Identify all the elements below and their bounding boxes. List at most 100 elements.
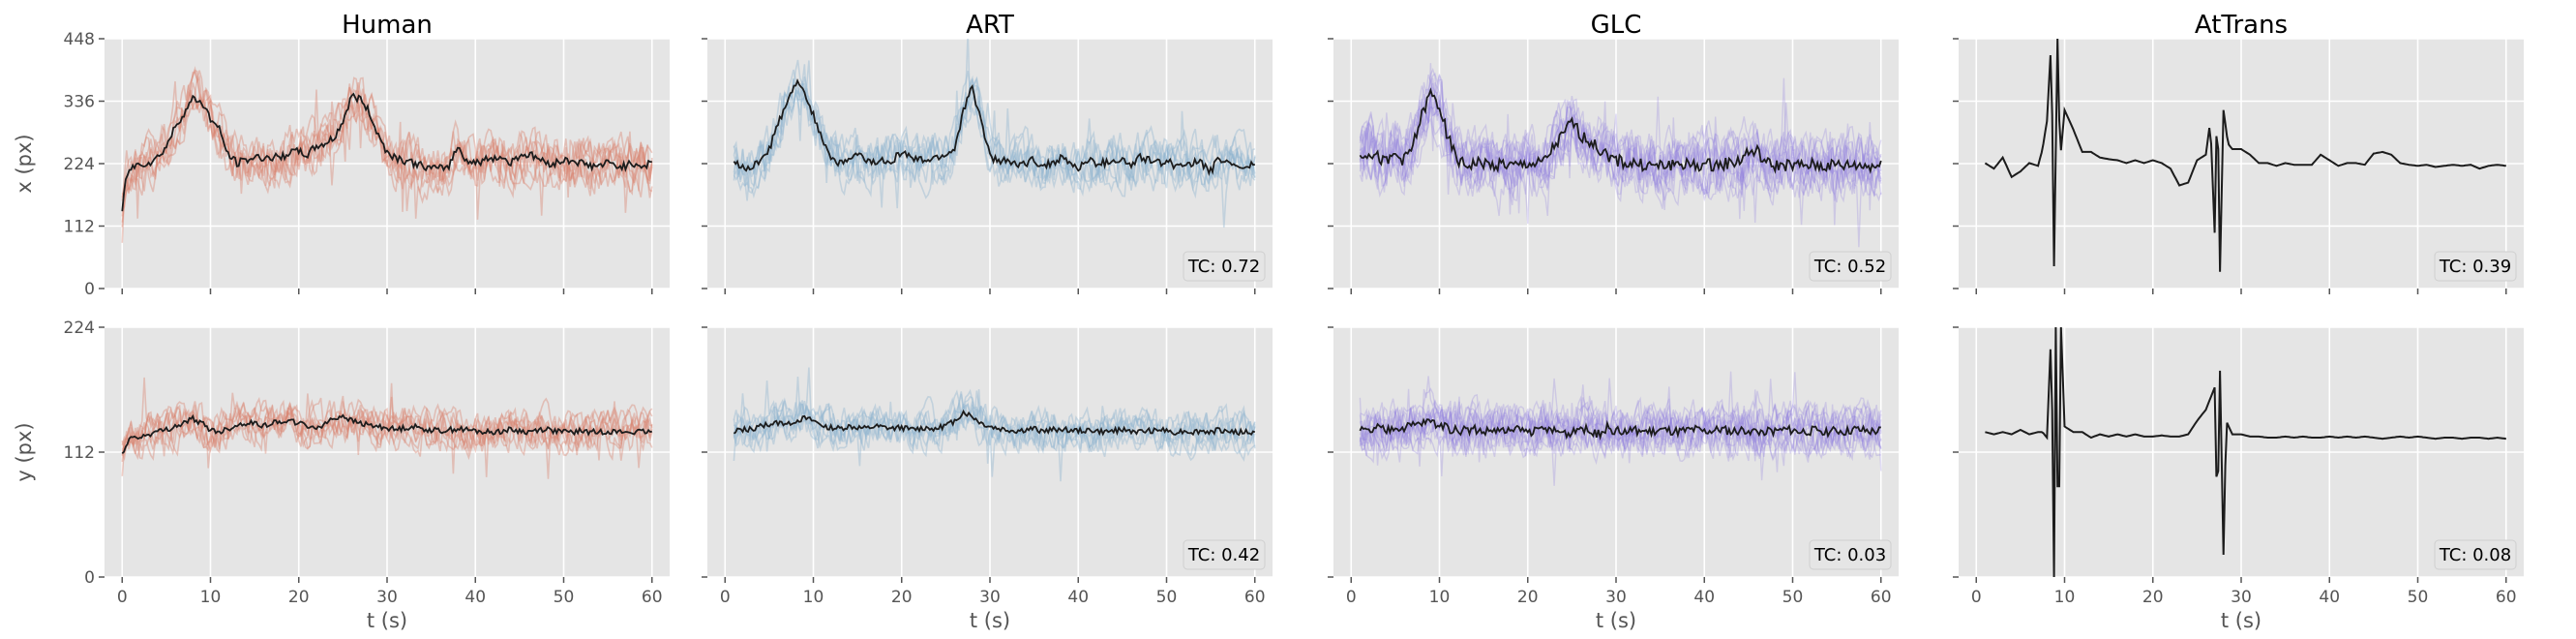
x-tick-label: 10 bbox=[200, 588, 222, 607]
trace-line bbox=[121, 72, 653, 219]
x-axis-label: t (s) bbox=[367, 609, 407, 632]
x-tick-label: 30 bbox=[979, 588, 1001, 607]
plot-area bbox=[733, 367, 1256, 482]
trace-line bbox=[1359, 63, 1882, 226]
panel-human-x: 0 112 224 336 448 x (px) Human bbox=[13, 11, 670, 299]
trace-line bbox=[1360, 388, 1882, 486]
trace-line bbox=[733, 39, 1256, 228]
trace-line bbox=[1360, 81, 1882, 205]
trace-line bbox=[121, 401, 653, 463]
mean-line bbox=[1359, 87, 1882, 175]
y-tick-label: 112 bbox=[64, 443, 95, 463]
tc-badge bbox=[2434, 251, 2517, 282]
x-tick-label: 60 bbox=[1871, 588, 1892, 607]
trace-line bbox=[733, 388, 1256, 482]
mean-line bbox=[1359, 417, 1881, 441]
trace-line bbox=[1359, 82, 1882, 248]
tc-badge bbox=[1809, 539, 1892, 570]
mean-line bbox=[121, 92, 652, 212]
panel-attrans-y: 0 10 20 30 40 50 60 t (s) TC: 0.08 bbox=[1953, 326, 2524, 632]
x-tick-label: 0 bbox=[1346, 588, 1357, 607]
y-tick-label: 336 bbox=[64, 93, 95, 112]
x-tick-label: 40 bbox=[2319, 588, 2340, 607]
y-tick-label: 0 bbox=[84, 280, 95, 299]
mean-line bbox=[121, 413, 652, 455]
x-tick-label: 50 bbox=[1782, 588, 1804, 607]
y-tick-label: 112 bbox=[64, 218, 95, 237]
x-tick-label: 40 bbox=[1067, 588, 1089, 607]
trace-line bbox=[733, 401, 1256, 458]
tc-badge bbox=[1809, 251, 1892, 282]
mean-line bbox=[733, 409, 1256, 437]
x-tick-label: 30 bbox=[376, 588, 398, 607]
x-tick-label: 40 bbox=[1693, 588, 1715, 607]
plot-area bbox=[1359, 371, 1882, 486]
x-tick-label: 0 bbox=[117, 588, 128, 607]
y-axis-label: x (px) bbox=[13, 134, 36, 193]
trace-line bbox=[1359, 378, 1882, 472]
tc-label: TC: 0.72 bbox=[1187, 257, 1260, 277]
mean-line bbox=[733, 77, 1255, 176]
x-tick-label: 60 bbox=[2496, 588, 2517, 607]
panel-title: AtTrans bbox=[2195, 11, 2288, 40]
tc-label: TC: 0.03 bbox=[1813, 545, 1886, 565]
y-tick-label: 224 bbox=[64, 319, 95, 338]
plot-area bbox=[1359, 63, 1882, 248]
x-axis-label: t (s) bbox=[2221, 609, 2261, 632]
trace-line bbox=[733, 75, 1256, 208]
x-tick-label: 10 bbox=[2054, 588, 2076, 607]
plot-area bbox=[121, 377, 653, 479]
x-tick-label: 30 bbox=[1605, 588, 1627, 607]
x-tick-label: 50 bbox=[2408, 588, 2429, 607]
trace-line bbox=[733, 78, 1256, 199]
plot-area bbox=[1985, 327, 2506, 577]
tc-badge bbox=[1183, 539, 1266, 570]
trace-line bbox=[1359, 72, 1882, 224]
x-tick-label: 20 bbox=[288, 588, 310, 607]
trace-line bbox=[1359, 96, 1882, 203]
trace-line bbox=[1359, 91, 1882, 204]
panel-art-x: ART TC: 0.72 bbox=[702, 11, 1273, 294]
trace-line bbox=[1359, 376, 1882, 463]
trace-line bbox=[121, 392, 652, 476]
x-tick-label: 50 bbox=[1156, 588, 1178, 607]
mean-line bbox=[1984, 39, 2506, 272]
x-tick-label: 20 bbox=[891, 588, 913, 607]
y-tick-label: 224 bbox=[64, 155, 95, 174]
panel-title: GLC bbox=[1591, 11, 1642, 40]
trace-line bbox=[1359, 81, 1882, 202]
trace-line bbox=[733, 395, 1256, 477]
tc-badge bbox=[1183, 251, 1266, 282]
trace-line bbox=[1359, 372, 1881, 467]
panel-glc-y: 0 10 20 30 40 50 60 t (s) TC: 0.03 bbox=[1328, 326, 1899, 632]
panel-title: ART bbox=[966, 11, 1014, 40]
trace-line bbox=[121, 377, 653, 479]
panel-glc-x: GLC TC: 0.52 bbox=[1328, 11, 1899, 294]
y-axis-label: y (px) bbox=[13, 422, 36, 481]
x-tick-label: 0 bbox=[1971, 588, 1982, 607]
x-tick-label: 20 bbox=[1517, 588, 1539, 607]
trace-line bbox=[121, 76, 653, 216]
tc-label: TC: 0.08 bbox=[2439, 545, 2511, 565]
x-axis-label: t (s) bbox=[1596, 609, 1636, 632]
trace-line bbox=[1359, 378, 1882, 481]
trace-line bbox=[733, 380, 1256, 457]
trace-line bbox=[121, 86, 653, 213]
panel-title: Human bbox=[342, 11, 433, 40]
plot-area bbox=[121, 66, 653, 243]
tc-label: TC: 0.52 bbox=[1813, 257, 1886, 277]
x-axis-label: t (s) bbox=[970, 609, 1010, 632]
trace-line bbox=[733, 69, 1256, 198]
trace-line bbox=[1360, 397, 1882, 467]
x-tick-label: 60 bbox=[1244, 588, 1266, 607]
trace-line bbox=[1359, 98, 1881, 206]
plot-area bbox=[1984, 39, 2506, 272]
x-tick-label: 20 bbox=[2142, 588, 2164, 607]
trace-line bbox=[733, 59, 1256, 201]
trace-line bbox=[733, 367, 1256, 457]
x-tick-label: 10 bbox=[803, 588, 824, 607]
trace-line bbox=[733, 84, 1255, 195]
x-tick-label: 60 bbox=[642, 588, 663, 607]
y-tick-label: 0 bbox=[84, 568, 95, 588]
